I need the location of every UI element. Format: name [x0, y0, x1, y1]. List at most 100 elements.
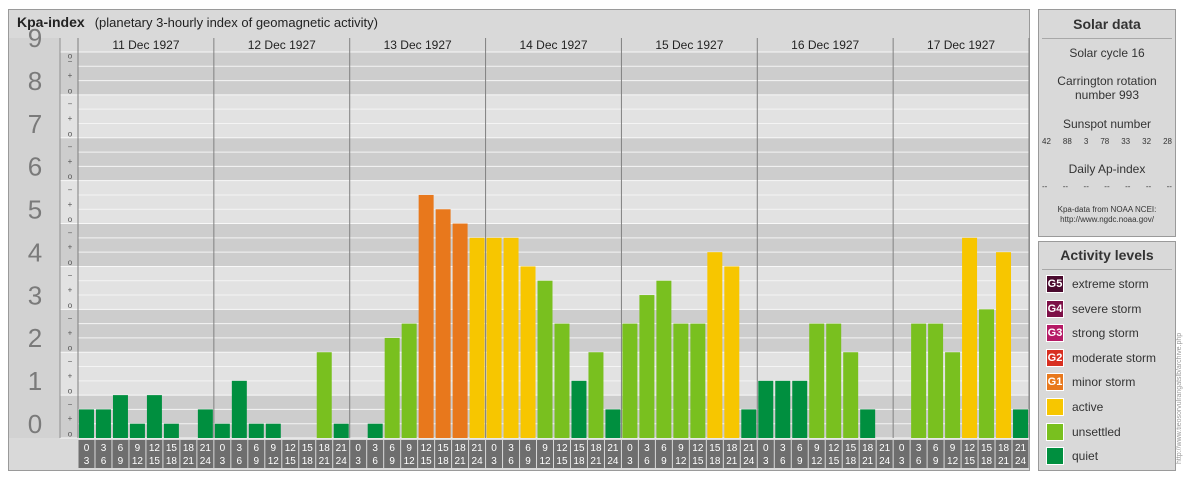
y-minor-tick-label: o — [68, 430, 73, 439]
legend-item-severe-storm: G4 severe storm — [1046, 299, 1141, 319]
time-slot-start: 18 — [319, 443, 331, 454]
sunspot-value: 28 — [1163, 137, 1172, 146]
y-minor-tick-label: + — [68, 71, 73, 80]
level-band — [60, 94, 1029, 138]
time-slot-end: 21 — [183, 456, 195, 467]
kp-bar — [401, 323, 417, 438]
y-minor-tick-label: − — [68, 185, 73, 194]
time-slot-end: 18 — [302, 456, 314, 467]
time-slot-start: 12 — [556, 443, 568, 454]
sunspot-value: 3 — [1083, 137, 1089, 146]
time-slot-start: 3 — [644, 443, 650, 454]
time-slot-box — [554, 440, 570, 468]
time-slot-start: 15 — [166, 443, 178, 454]
time-slot-start: 12 — [828, 443, 840, 454]
kp-bar — [622, 323, 638, 438]
time-slot-end: 12 — [539, 456, 551, 467]
day-label: 17 Dec 1927 — [927, 38, 995, 52]
time-slot-box — [1012, 440, 1029, 468]
kp-bar — [367, 423, 383, 438]
kp-bar — [605, 409, 621, 438]
y-minor-tick-label: − — [68, 100, 73, 109]
y-minor-tick-label: − — [68, 271, 73, 280]
time-slot-box — [214, 440, 231, 468]
kp-bar — [112, 395, 128, 438]
time-slot-box — [774, 440, 791, 468]
time-slot-end: 24 — [472, 456, 484, 467]
time-slot-start: 6 — [254, 443, 260, 454]
time-slot-end: 9 — [254, 456, 260, 467]
time-slot-end: 15 — [964, 456, 976, 467]
legend-swatch — [1046, 447, 1064, 466]
y-minor-tick-label: o — [68, 129, 73, 138]
time-slot-start: 6 — [661, 443, 667, 454]
time-slot-end: 21 — [726, 456, 738, 467]
time-slot-start: 15 — [845, 443, 857, 454]
time-slot-box — [791, 440, 808, 468]
time-slot-end: 9 — [661, 456, 667, 467]
time-slot-start: 0 — [899, 443, 905, 454]
time-slot-start: 18 — [590, 443, 602, 454]
kp-bar — [860, 409, 876, 438]
time-slot-end: 18 — [845, 456, 857, 467]
y-minor-tick-label: + — [68, 114, 73, 123]
time-slot-start: 3 — [508, 443, 514, 454]
y-minor-tick-label: o — [68, 344, 73, 353]
chart-title: Kpa-index (planetary 3-hourly index of ge… — [17, 14, 378, 30]
time-slot-end: 9 — [389, 456, 395, 467]
kp-bar — [911, 323, 927, 438]
time-slot-start: 9 — [542, 443, 548, 454]
time-slot-box — [112, 440, 129, 468]
time-slot-box — [78, 440, 95, 468]
ap-value: -- — [1083, 182, 1089, 191]
solar-cycle: Solar cycle 16 — [1069, 46, 1145, 60]
y-minor-tick-label: − — [68, 314, 73, 323]
time-slot-end: 18 — [981, 456, 993, 467]
legend-item-unsettled: unsettled — [1046, 422, 1121, 442]
source-url: http://www.ngdc.noaa.gov/ — [1060, 215, 1154, 224]
time-slot-end: 24 — [879, 456, 891, 467]
kp-bar — [571, 380, 587, 438]
time-slot-box — [299, 440, 316, 468]
time-slot-end: 12 — [675, 456, 687, 467]
time-slot-box — [723, 440, 740, 468]
ap-value: -- — [1125, 182, 1131, 191]
legend-swatch: G1 — [1046, 373, 1064, 392]
sunspot-value: 32 — [1142, 137, 1152, 146]
time-slot-start: 15 — [302, 443, 314, 454]
day-label: 12 Dec 1927 — [248, 38, 316, 52]
time-slot-box — [604, 440, 621, 468]
watermark-text: http://www.tieosorvulrangatslb/archive.p… — [1176, 332, 1183, 464]
kp-bar — [741, 409, 757, 438]
time-slot-box — [367, 440, 384, 468]
time-slot-box — [435, 440, 452, 468]
activity-title-divider — [1042, 269, 1172, 270]
time-slot-start: 18 — [726, 443, 738, 454]
time-slot-end: 15 — [421, 456, 433, 467]
time-slot-end: 12 — [811, 456, 823, 467]
y-tick-label: 6 — [28, 152, 42, 182]
time-slot-end: 21 — [590, 456, 602, 467]
legend-swatch — [1046, 422, 1064, 441]
time-slot-box — [486, 440, 503, 468]
time-slot-start: 0 — [763, 443, 769, 454]
kp-bar — [758, 380, 774, 438]
time-slot-box — [146, 440, 163, 468]
y-minor-tick-label: + — [68, 328, 73, 337]
time-slot-box — [859, 440, 876, 468]
kp-bar — [1013, 409, 1028, 438]
kp-bar — [452, 223, 468, 438]
y-minor-tick-label: o — [68, 215, 73, 224]
time-slot-box — [197, 440, 214, 468]
activity-levels-panel: Activity levels G5 extreme storm G4 severe … — [1038, 241, 1176, 471]
legend-swatch: G2 — [1046, 348, 1064, 367]
time-slot-end: 12 — [132, 456, 144, 467]
ap-values: -- -- -- -- -- -- -- — [1042, 182, 1172, 191]
y-minor-tick-label: − — [68, 400, 73, 409]
kp-bar — [826, 323, 842, 438]
time-slot-start: 9 — [135, 443, 141, 454]
legend-item-extreme-storm: G5 extreme storm — [1046, 274, 1149, 294]
time-slot-start: 0 — [627, 443, 633, 454]
legend-label: strong storm — [1072, 326, 1139, 341]
